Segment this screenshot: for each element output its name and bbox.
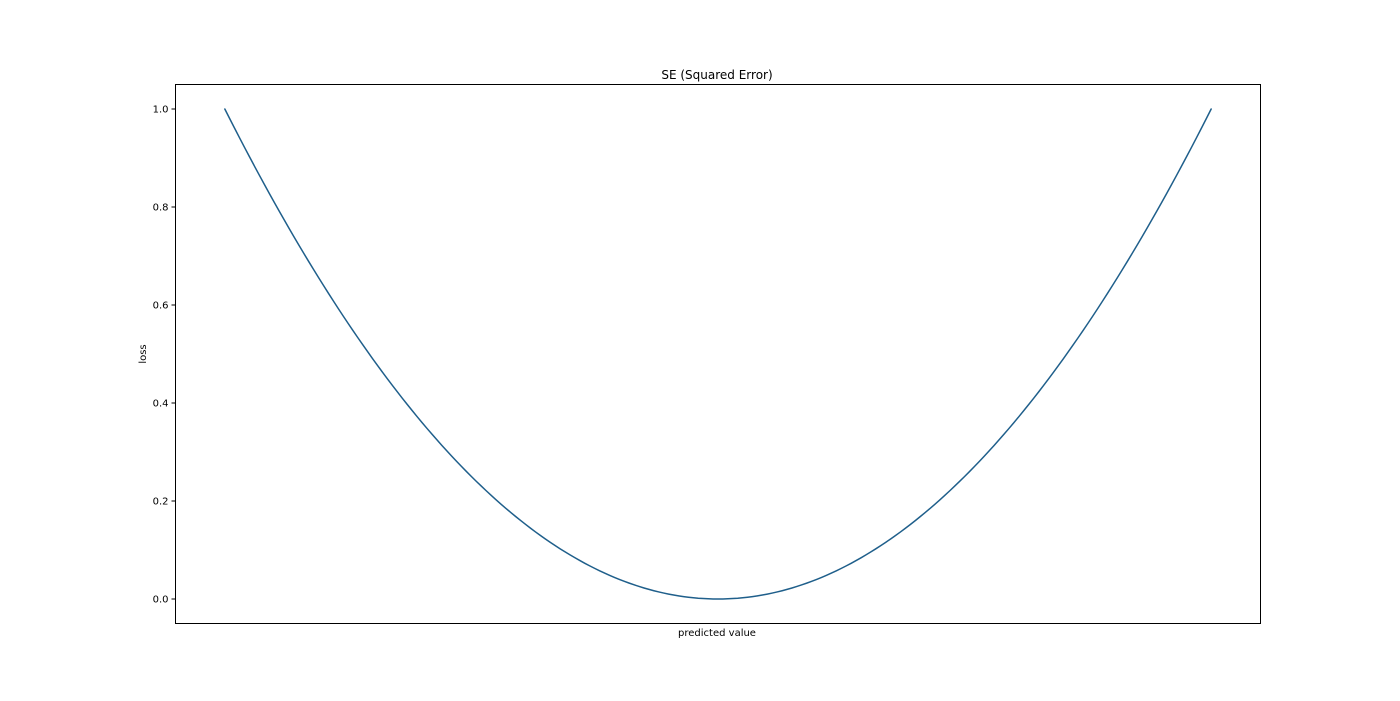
- y-tick-label: 0.6: [153, 301, 169, 312]
- y-axis-label: loss: [138, 344, 149, 363]
- series-line-0: [224, 108, 1212, 600]
- y-tick-label: 0.2: [153, 497, 169, 508]
- plot-area-frame: [175, 84, 1261, 624]
- y-tick-label: 1.0: [153, 105, 169, 116]
- y-tick-label: 0.8: [153, 203, 169, 214]
- series-layer: [224, 108, 1212, 600]
- y-tick-label: 0.4: [153, 399, 169, 410]
- x-axis-label: predicted value: [678, 628, 756, 639]
- chart-title: SE (Squared Error): [661, 68, 772, 82]
- y-axis-ticks: 0.0 0.2 0.4 0.6 0.8 1.0: [153, 105, 176, 606]
- y-tick-label: 0.0: [153, 595, 169, 606]
